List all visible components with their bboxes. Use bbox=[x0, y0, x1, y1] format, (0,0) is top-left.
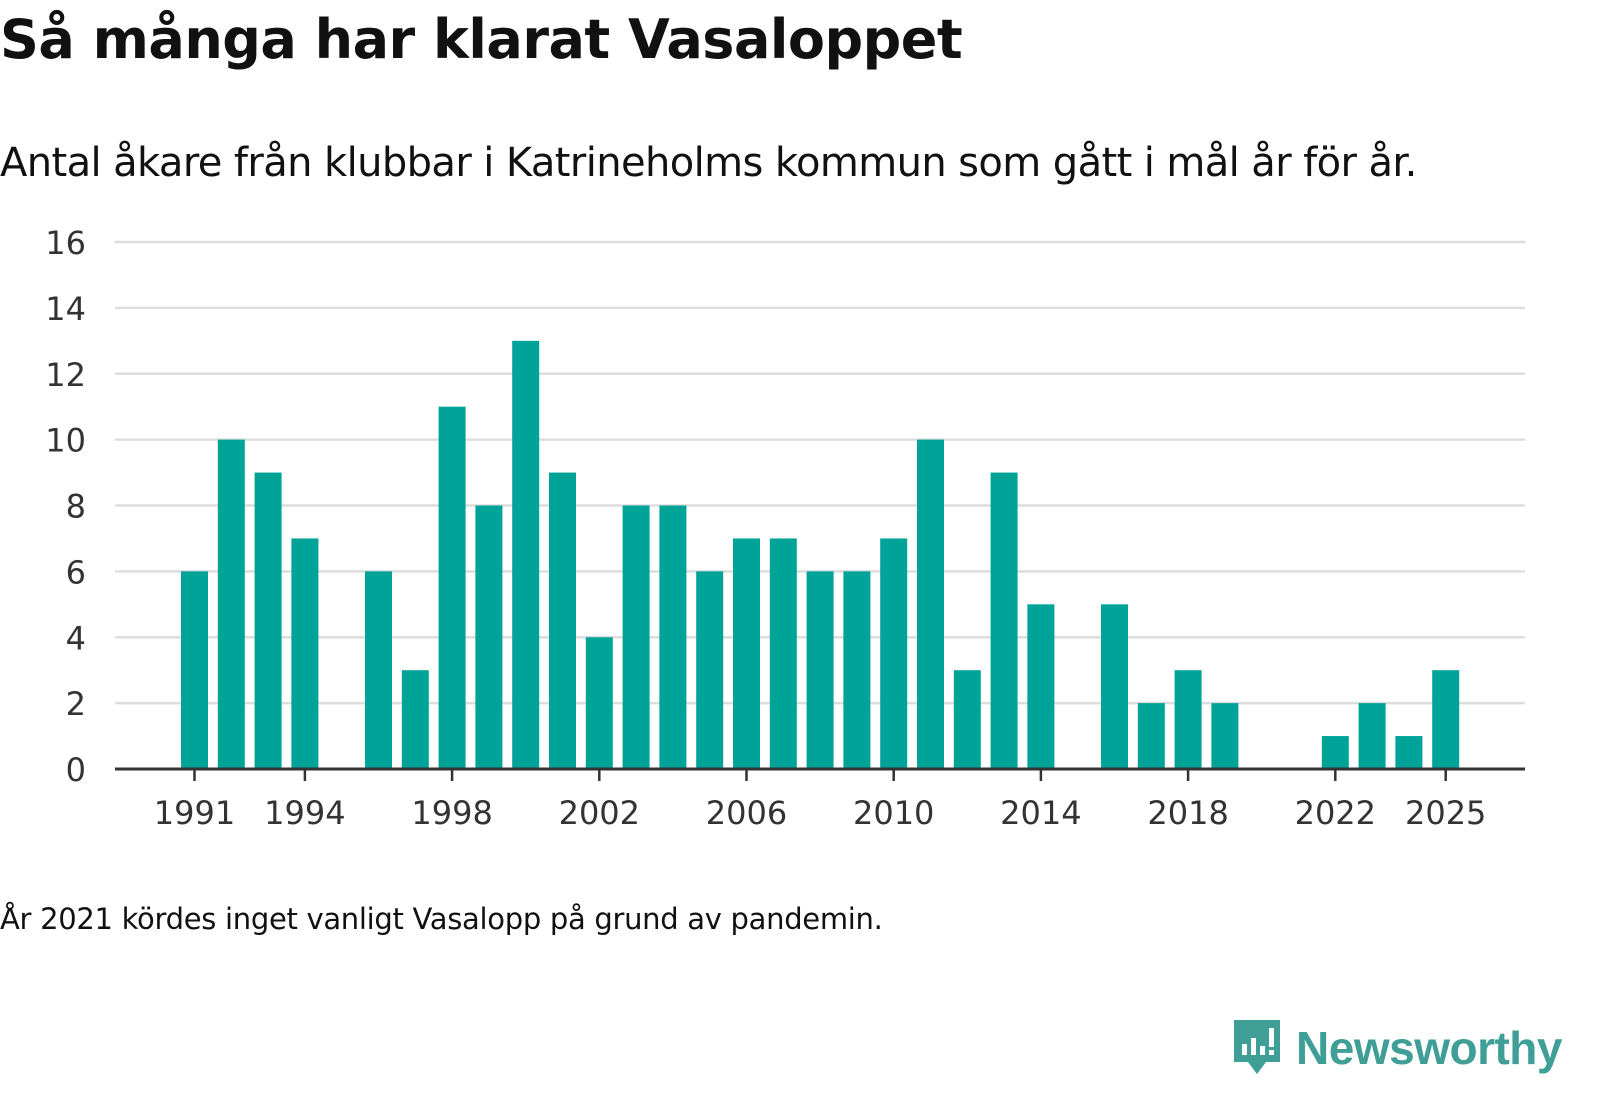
bar-2023 bbox=[1358, 703, 1386, 769]
footnote: År 2021 kördes inget vanligt Vasalopp på… bbox=[0, 902, 883, 936]
y-tick-label: 4 bbox=[66, 619, 86, 657]
bar-2019 bbox=[1211, 703, 1239, 769]
bar-2002 bbox=[585, 637, 613, 769]
x-axis bbox=[115, 767, 1525, 781]
bar-2011 bbox=[917, 439, 944, 769]
bar-2025 bbox=[1432, 670, 1460, 769]
bar-1998 bbox=[438, 406, 466, 769]
y-tick-label: 2 bbox=[66, 685, 86, 723]
bar-1996 bbox=[365, 571, 392, 769]
bar-2016 bbox=[1101, 604, 1128, 769]
bar-2004 bbox=[659, 505, 687, 769]
bars bbox=[181, 340, 1460, 769]
y-tick-label: 6 bbox=[66, 553, 86, 591]
brand-name: Newsworthy bbox=[1296, 1022, 1562, 1074]
y-tick-label: 14 bbox=[45, 290, 86, 328]
x-tick-label: 2018 bbox=[1147, 794, 1228, 832]
bar-2022 bbox=[1321, 736, 1349, 769]
bar-2003 bbox=[622, 505, 650, 769]
bar-2014 bbox=[1027, 604, 1055, 769]
bar-2013 bbox=[990, 472, 1018, 769]
bar-2024 bbox=[1395, 736, 1423, 769]
x-tick-label: 1991 bbox=[154, 794, 235, 832]
bar-1993 bbox=[254, 472, 282, 769]
x-tick-label: 1994 bbox=[264, 794, 345, 832]
x-tick-label: 1998 bbox=[411, 794, 492, 832]
bar-2009 bbox=[843, 571, 871, 769]
x-tick-label: 2025 bbox=[1405, 794, 1486, 832]
x-tick-label: 2002 bbox=[559, 794, 640, 832]
bar-1999 bbox=[475, 505, 503, 769]
brand-logo: Newsworthy bbox=[1230, 1018, 1562, 1078]
bar-chart: 0 2 4 6 8 10 12 14 16 1991 1994 1998 2002 2006 2010 20… bbox=[45, 224, 1525, 832]
bar-2005 bbox=[696, 571, 724, 769]
x-axis-labels: 1991 1994 1998 2002 2006 2010 2014 2018 2022 2025 bbox=[154, 794, 1487, 832]
x-tick-label: 2022 bbox=[1295, 794, 1376, 832]
x-tick-label: 2010 bbox=[853, 794, 934, 832]
bar-2001 bbox=[549, 472, 576, 769]
y-axis-labels: 0 2 4 6 8 10 12 14 16 bbox=[45, 224, 86, 789]
y-tick-label: 0 bbox=[66, 751, 86, 789]
y-tick-label: 12 bbox=[45, 356, 86, 394]
y-tick-label: 10 bbox=[45, 422, 86, 460]
bar-2000 bbox=[512, 340, 540, 769]
bar-1992 bbox=[217, 439, 245, 769]
bar-2007 bbox=[769, 538, 797, 769]
bar-2012 bbox=[953, 670, 981, 769]
bar-1994 bbox=[291, 538, 319, 769]
y-tick-label: 8 bbox=[66, 488, 86, 526]
bar-1991 bbox=[181, 571, 208, 769]
x-tick-label: 2014 bbox=[1000, 794, 1081, 832]
bar-2008 bbox=[806, 571, 834, 769]
newsworthy-logo-icon bbox=[1234, 1020, 1281, 1074]
y-tick-label: 16 bbox=[45, 224, 86, 262]
x-tick-label: 2006 bbox=[706, 794, 787, 832]
bar-2017 bbox=[1137, 703, 1165, 769]
bar-2018 bbox=[1174, 670, 1202, 769]
chart-title: Så många har klarat Vasaloppet bbox=[0, 8, 963, 71]
bar-1997 bbox=[401, 670, 429, 769]
chart-subtitle: Antal åkare från klubbar i Katrineholms … bbox=[0, 140, 1417, 186]
bar-2006 bbox=[733, 538, 760, 769]
bar-2010 bbox=[880, 538, 908, 769]
